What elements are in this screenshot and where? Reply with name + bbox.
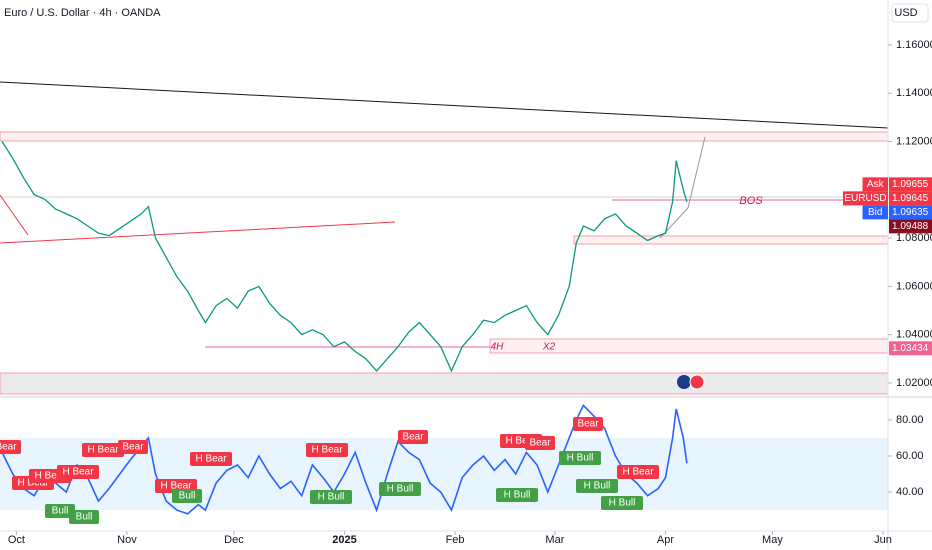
x-tick-label: May (762, 534, 783, 546)
y-tick-label: 1.12000 (896, 135, 932, 147)
projection (659, 136, 706, 239)
trend-line (0, 221, 396, 244)
currency-button[interactable] (891, 3, 929, 23)
signal-text: H Bull (584, 481, 611, 492)
currency: USD (894, 7, 917, 19)
event-icon[interactable] (689, 374, 705, 390)
price-tag-value: 1.09635 (892, 207, 929, 218)
x-tick-label: Mar (545, 534, 564, 546)
signal-label (118, 440, 148, 454)
signal-text: H Bull (609, 498, 636, 509)
x-tick-label: 2025 (332, 534, 356, 546)
signal-label (617, 465, 659, 479)
rsi-line (1, 404, 688, 515)
signal-label (306, 443, 348, 457)
signal-text: H Bear (87, 445, 119, 456)
signal-text: Bear (0, 442, 17, 453)
y-tick-label: 1.06000 (896, 280, 932, 292)
signal-text: Bull (76, 512, 93, 523)
annotation: X2 (542, 342, 556, 353)
signal-label (190, 452, 232, 466)
signal-text: H Bull (318, 492, 345, 503)
price-tag-label (862, 177, 888, 192)
price-tag-value: 1.03434 (892, 343, 929, 354)
price-tag-value: 1.09488 (892, 221, 929, 232)
signal-label (57, 465, 99, 479)
signal-label (601, 496, 643, 510)
chart-title: Euro / U.S. Dollar · 4h · OANDA (4, 7, 161, 19)
resistance-zone (0, 131, 889, 142)
y-tick-label: 1.16000 (896, 39, 932, 51)
annotation: BOS (739, 195, 763, 207)
signal-label (559, 451, 601, 465)
signal-text: H Bull (387, 484, 414, 495)
event-icon[interactable] (677, 375, 691, 389)
signal-label (0, 440, 21, 454)
price-tag (889, 219, 932, 234)
signal-label (82, 443, 124, 457)
x-tick-label: Nov (117, 534, 137, 546)
price-tag (889, 177, 932, 192)
price-tag (889, 205, 932, 220)
signal-label (496, 488, 538, 502)
signal-label (69, 510, 99, 524)
bottom-zone (0, 372, 889, 395)
signal-label (310, 490, 352, 504)
signal-text: H Bear (622, 467, 654, 478)
signal-text: H Bear (505, 436, 537, 447)
signal-text: H Bear (195, 454, 227, 465)
y2-tick-label: 40.00 (896, 486, 924, 498)
x-tick-label: Jun (874, 534, 892, 546)
y-tick-label: 1.02000 (896, 377, 932, 389)
signal-text: H Bull (504, 490, 531, 501)
signal-text: H Bear (34, 471, 66, 482)
signal-text: H Bear (160, 481, 192, 492)
y2-tick-label: 60.00 (896, 450, 924, 462)
signal-text: Bear (529, 438, 551, 449)
trend-line (0, 81, 889, 129)
price-tag (889, 341, 932, 356)
price-tag-label-text: Ask (867, 179, 885, 190)
y-tick-label: 1.08000 (896, 232, 932, 244)
x-tick-label: Oct (8, 534, 25, 546)
x-tick-label: Apr (657, 534, 674, 546)
signal-text: H Bear (62, 467, 94, 478)
signal-label (172, 489, 202, 503)
signal-text: Bear (402, 432, 424, 443)
signal-text: H Bull (567, 453, 594, 464)
signal-text: Bull (52, 506, 69, 517)
price-tag-label (843, 191, 888, 206)
annotation: 4H (491, 342, 505, 353)
signal-text: Bull (179, 491, 196, 502)
signal-label (525, 436, 555, 450)
signal-label (45, 504, 75, 518)
price-tag-value: 1.09645 (892, 193, 929, 204)
support-zone (573, 235, 889, 245)
x-tick-label: Dec (224, 534, 244, 546)
signal-label (398, 430, 428, 444)
signal-text: Bear (577, 419, 599, 430)
price-tag (889, 191, 932, 206)
signal-text: Bear (122, 442, 144, 453)
price-tag-value: 1.09655 (892, 179, 929, 190)
signal-label (576, 479, 618, 493)
price-tag-label (862, 205, 888, 220)
price-line (1, 141, 688, 373)
signal-text: H Bear (311, 445, 343, 456)
signal-text: H Bear (17, 478, 49, 489)
y-tick-label: 1.04000 (896, 329, 932, 341)
signal-label (379, 482, 421, 496)
arrow (0, 194, 29, 236)
price-tag-label-text: EURUSD (844, 193, 886, 204)
price-tag-label-text: Bid (868, 207, 882, 218)
y-tick-label: 1.14000 (896, 87, 932, 99)
signal-label (573, 417, 603, 431)
x-tick-label: Feb (446, 534, 465, 546)
y2-tick-label: 80.00 (896, 414, 924, 426)
